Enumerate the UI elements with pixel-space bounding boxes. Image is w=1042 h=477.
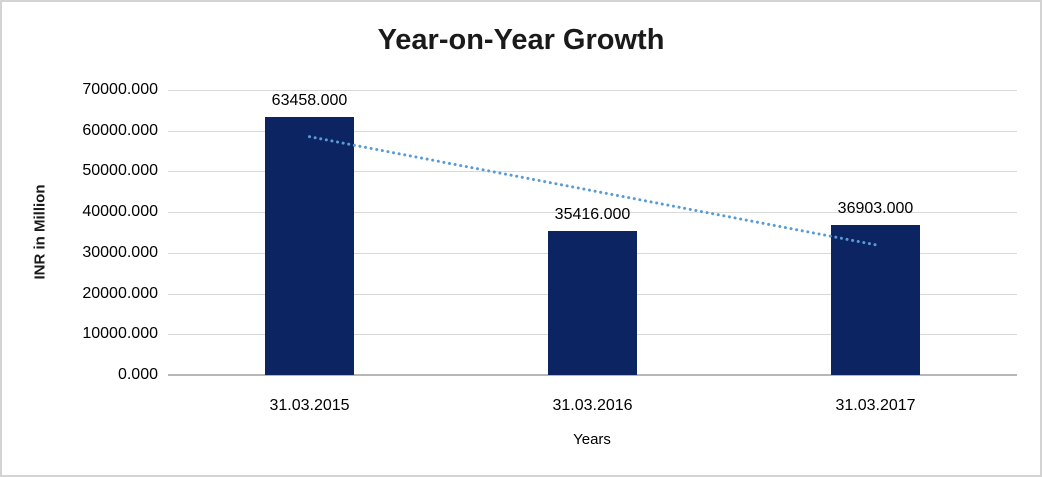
bar <box>831 224 920 375</box>
gridline <box>168 130 1017 132</box>
bar <box>548 230 637 375</box>
x-tick-label: 31.03.2016 <box>552 397 633 414</box>
trendline <box>308 135 877 247</box>
gridline <box>168 171 1017 173</box>
x-tick-label: 31.03.2017 <box>835 397 916 414</box>
trendline-layer <box>308 135 877 247</box>
y-tick-label: 10000.000 <box>82 325 158 343</box>
gridline <box>168 90 1017 91</box>
y-tick-label: 40000.000 <box>82 203 158 221</box>
x-tick-label: 31.03.2015 <box>269 397 350 414</box>
plot-area: 63458.000 35416.000 36903.000 <box>168 90 1017 376</box>
y-tick-label: 30000.000 <box>82 243 158 261</box>
y-axis-ticks: 0.000 10000.000 20000.000 30000.000 40000.00… <box>2 81 158 383</box>
y-tick-label: 60000.000 <box>82 121 158 139</box>
y-tick-label: 20000.000 <box>82 284 158 302</box>
data-label: 36903.000 <box>837 199 914 217</box>
x-axis-ticks: 31.03.2015 31.03.2016 31.03.2017 <box>168 375 1017 414</box>
data-label: 63458.000 <box>271 91 348 109</box>
y-tick-label: 70000.000 <box>82 81 158 98</box>
chart-title: Year-on-Year Growth <box>377 24 665 56</box>
x-axis-title: Years <box>573 431 611 448</box>
gridline <box>168 212 1017 214</box>
y-tick-label: 0.000 <box>117 366 158 383</box>
data-label: 35416.000 <box>554 205 631 223</box>
x-axis-line <box>168 374 1017 376</box>
y-tick-label: 50000.000 <box>82 162 158 180</box>
bar <box>265 116 354 375</box>
